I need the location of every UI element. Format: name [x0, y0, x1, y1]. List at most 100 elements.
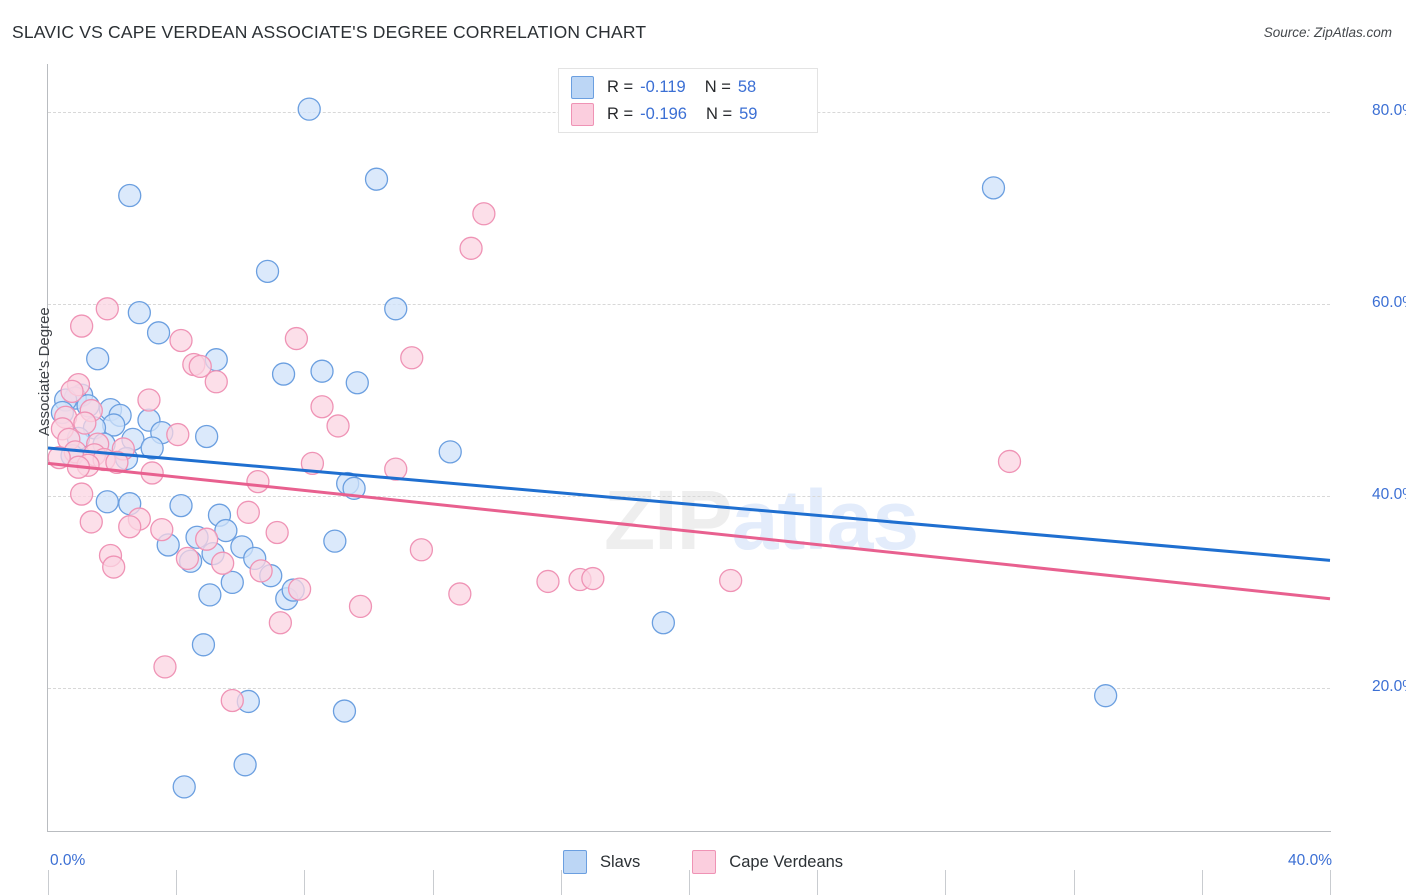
- scatter-point: [233, 753, 257, 777]
- scatter-point: [140, 436, 164, 460]
- scatter-point: [153, 655, 177, 679]
- scatter-point: [191, 633, 216, 657]
- x-axis-tick: [689, 870, 690, 895]
- trendline: [47, 446, 1331, 562]
- legend-item-slavs[interactable]: Slavs: [562, 850, 641, 874]
- scatter-point: [146, 321, 171, 345]
- x-axis-tick: [48, 870, 49, 895]
- scatter-point: [150, 517, 174, 542]
- scatter-point: [236, 500, 260, 524]
- scatter-point: [118, 515, 142, 539]
- legend-n-value-2: 59: [739, 104, 758, 123]
- correlation-legend: R = -0.119 N = 58 R = -0.196 N = 59: [558, 68, 818, 133]
- scatter-point: [271, 362, 296, 386]
- y-axis-tick-label: 80.0%: [1372, 102, 1406, 119]
- x-axis-tick: [945, 870, 947, 895]
- scatter-point: [169, 328, 193, 353]
- scatter-point: [70, 314, 94, 338]
- scatter-point: [284, 326, 309, 351]
- source-label: Source: ZipAtlas.com: [1263, 25, 1392, 40]
- scatter-point: [384, 297, 408, 321]
- x-axis-tick: [560, 870, 562, 895]
- scatter-point: [214, 518, 238, 543]
- scatter-point: [297, 97, 321, 121]
- scatter-point: [981, 176, 1006, 200]
- legend-r-key-1: R =: [607, 77, 634, 96]
- scatter-point: [345, 371, 369, 395]
- scatter-point: [249, 559, 273, 583]
- scatter-point: [300, 451, 325, 476]
- scatter-point: [220, 570, 244, 595]
- scatter-point: [997, 449, 1022, 474]
- scatter-point: [287, 577, 312, 601]
- scatter-point: [400, 346, 424, 370]
- legend-cape-verdeans-label: Cape Verdeans: [729, 852, 844, 871]
- scatter-point: [364, 167, 389, 191]
- trendlines-layer: [47, 446, 1331, 601]
- scatter-point: [472, 202, 496, 226]
- scatter-point: [105, 450, 129, 475]
- scatter-point: [310, 395, 334, 419]
- scatter-point: [268, 611, 293, 635]
- scatter-point: [459, 236, 483, 260]
- legend-item-cape-verdeans[interactable]: Cape Verdeans: [692, 850, 843, 874]
- scatter-point: [127, 300, 151, 325]
- x-axis-label-min: 0.0%: [50, 852, 86, 869]
- scatter-point: [60, 379, 84, 404]
- x-axis-tick: [432, 870, 434, 895]
- legend-slavs-swatch-icon: [562, 850, 587, 874]
- legend-r-value-2: -0.196: [640, 104, 687, 123]
- legend-r-value-1: -0.119: [640, 77, 686, 96]
- scatter-point: [326, 414, 350, 438]
- scatter-point: [265, 520, 289, 545]
- y-axis-line: [47, 64, 48, 832]
- x-axis-line: [47, 831, 1331, 832]
- scatter-point: [73, 411, 97, 435]
- y-axis-tick-label: 60.0%: [1372, 294, 1406, 311]
- scatter-point: [169, 493, 193, 518]
- scatter-point: [719, 568, 743, 593]
- scatter-point: [194, 424, 219, 449]
- x-axis-tick: [304, 870, 306, 895]
- scatter-point: [536, 569, 560, 594]
- scatter-point: [95, 297, 119, 321]
- x-axis-tick: [1330, 870, 1331, 895]
- scatter-point: [348, 594, 373, 619]
- scatter-point: [409, 538, 434, 562]
- legend-n-key-2: N =: [705, 104, 733, 123]
- legend-slavs-label: Slavs: [599, 852, 641, 871]
- trendline: [47, 461, 1331, 601]
- legend-row-cape-verdeans: R = -0.196 N = 59: [571, 102, 757, 126]
- x-axis-label-max: 40.0%: [1288, 852, 1332, 869]
- gridline: [48, 496, 1330, 497]
- scatter-point: [194, 527, 219, 551]
- legend-cape-verdeans-swatch-icon: [692, 850, 717, 874]
- scatter-point: [198, 583, 222, 607]
- scatter-point: [118, 183, 142, 208]
- scatter-point: [79, 510, 103, 534]
- scatter-point: [255, 259, 280, 284]
- scatter-point: [70, 482, 94, 506]
- scatter-point: [438, 440, 462, 464]
- scatter-point: [581, 566, 605, 591]
- legend-swatch-blue-icon: [571, 75, 594, 99]
- scatter-point: [448, 582, 472, 606]
- scatter-point: [188, 354, 212, 379]
- scatter-point: [332, 699, 357, 723]
- scatter-points-layer: [47, 97, 1118, 799]
- legend-r-key-2: R =: [607, 104, 634, 123]
- legend-n-key-1: N =: [704, 77, 731, 96]
- y-axis-tick-label: 20.0%: [1372, 678, 1406, 695]
- series-legend: Slavs Cape Verdeans: [0, 845, 1406, 879]
- scatter-point: [220, 688, 244, 713]
- scatter-point: [323, 529, 347, 553]
- scatter-point: [175, 546, 200, 571]
- scatter-point: [310, 359, 334, 383]
- x-axis-tick: [817, 870, 819, 895]
- scatter-point: [86, 347, 110, 371]
- scatter-point: [211, 551, 235, 575]
- scatter-point: [384, 457, 408, 481]
- legend-row-slavs: R = -0.119 N = 58: [571, 75, 756, 99]
- gridline: [48, 304, 1330, 305]
